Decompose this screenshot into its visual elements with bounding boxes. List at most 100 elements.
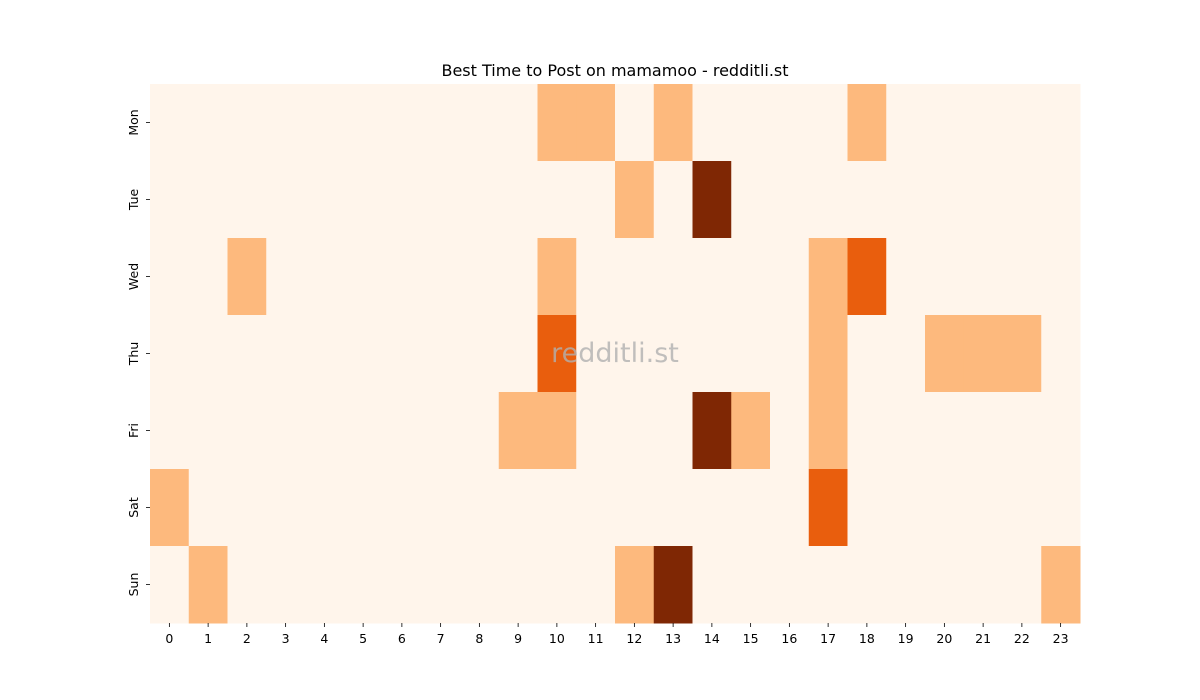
heatmap-cell-wed-17 <box>808 238 848 316</box>
heatmap-cell-sun-3 <box>266 546 306 624</box>
heatmap-cell-thu-2 <box>227 315 267 393</box>
heatmap-cell-tue-21 <box>963 161 1003 239</box>
heatmap-cell-sun-20 <box>925 546 965 624</box>
heatmap-cell-mon-6 <box>382 84 422 162</box>
heatmap-cell-mon-5 <box>343 84 383 162</box>
heatmap-cell-sat-14 <box>692 469 732 547</box>
x-tick-label: 7 <box>437 631 445 646</box>
heatmap-cell-wed-8 <box>460 238 500 316</box>
x-tick-label: 13 <box>665 631 681 646</box>
x-tick-label: 18 <box>859 631 875 646</box>
heatmap-cell-sun-15 <box>731 546 771 624</box>
heatmap-cell-sat-1 <box>188 469 228 547</box>
heatmap-cell-sun-12 <box>615 546 655 624</box>
x-tick-label: 6 <box>398 631 406 646</box>
heatmap-cell-wed-5 <box>343 238 383 316</box>
x-axis: 0 1 2 3 4 5 6 7 8 9 10 11 12 13 14 15 16 17 18 19 20 21 22 23 <box>165 623 1069 646</box>
x-tick-label: 22 <box>1014 631 1030 646</box>
heatmap-cell-tue-11 <box>576 161 616 239</box>
heatmap-cell-sun-5 <box>343 546 383 624</box>
heatmap-cell-sun-16 <box>770 546 810 624</box>
heatmap-cell-sat-6 <box>382 469 422 547</box>
heatmap-cell-sat-16 <box>770 469 810 547</box>
heatmap-cell-mon-1 <box>188 84 228 162</box>
x-tick-label: 5 <box>359 631 367 646</box>
heatmap-cell-sat-15 <box>731 469 771 547</box>
heatmap-cell-thu-0 <box>150 315 190 393</box>
heatmap-cell-wed-15 <box>731 238 771 316</box>
heatmap-cell-tue-17 <box>808 161 848 239</box>
heatmap-cell-sat-21 <box>963 469 1003 547</box>
heatmap-cell-sun-4 <box>305 546 345 624</box>
heatmap-cell-mon-13 <box>653 84 693 162</box>
y-tick-label: Thu <box>126 342 141 366</box>
heatmap-cell-sat-8 <box>460 469 500 547</box>
heatmap-cell-mon-0 <box>150 84 190 162</box>
heatmap-cell-tue-9 <box>498 161 538 239</box>
heatmap-cell-sun-7 <box>421 546 461 624</box>
heatmap-cell-fri-18 <box>847 392 887 470</box>
heatmap-cell-sat-11 <box>576 469 616 547</box>
heatmap-cell-thu-9 <box>498 315 538 393</box>
y-tick-label: Mon <box>126 109 141 135</box>
heatmap-cell-mon-9 <box>498 84 538 162</box>
y-tick-label: Tue <box>126 189 141 212</box>
heatmap-cell-fri-16 <box>770 392 810 470</box>
heatmap-cell-sat-13 <box>653 469 693 547</box>
heatmap-cell-sun-0 <box>150 546 190 624</box>
heatmap-cell-fri-23 <box>1041 392 1081 470</box>
heatmap-cell-thu-18 <box>847 315 887 393</box>
heatmap-cell-fri-6 <box>382 392 422 470</box>
heatmap-cell-wed-2 <box>227 238 267 316</box>
heatmap-cell-sun-9 <box>498 546 538 624</box>
x-tick-label: 8 <box>475 631 483 646</box>
y-tick-label: Fri <box>126 423 141 438</box>
heatmap-cell-fri-15 <box>731 392 771 470</box>
heatmap-cell-thu-14 <box>692 315 732 393</box>
heatmap-cell-sun-23 <box>1041 546 1081 624</box>
heatmap-cell-fri-19 <box>886 392 926 470</box>
heatmap-cell-wed-6 <box>382 238 422 316</box>
x-tick-label: 0 <box>165 631 173 646</box>
heatmap-cell-mon-21 <box>963 84 1003 162</box>
heatmap-cell-sun-2 <box>227 546 267 624</box>
heatmap-cell-tue-13 <box>653 161 693 239</box>
heatmap-cell-wed-7 <box>421 238 461 316</box>
heatmap-cell-tue-23 <box>1041 161 1081 239</box>
heatmap-cell-tue-6 <box>382 161 422 239</box>
heatmap-cell-mon-16 <box>770 84 810 162</box>
heatmap-cell-sat-12 <box>615 469 655 547</box>
heatmap-cell-thu-4 <box>305 315 345 393</box>
heatmap-cell-thu-17 <box>808 315 848 393</box>
heatmap-cell-sun-17 <box>808 546 848 624</box>
heatmap-cell-tue-0 <box>150 161 190 239</box>
heatmap-cell-fri-10 <box>537 392 577 470</box>
heatmap-cell-tue-7 <box>421 161 461 239</box>
heatmap-cell-fri-9 <box>498 392 538 470</box>
heatmap-cell-fri-21 <box>963 392 1003 470</box>
heatmap-cell-wed-12 <box>615 238 655 316</box>
heatmap-cell-fri-14 <box>692 392 732 470</box>
heatmap-cell-fri-20 <box>925 392 965 470</box>
x-tick-label: 10 <box>549 631 565 646</box>
heatmap-cell-fri-13 <box>653 392 693 470</box>
heatmap-cell-thu-20 <box>925 315 965 393</box>
heatmap-cell-mon-14 <box>692 84 732 162</box>
heatmap-cell-wed-23 <box>1041 238 1081 316</box>
x-tick-label: 23 <box>1053 631 1069 646</box>
chart-title: Best Time to Post on mamamoo - redditli.… <box>441 61 788 80</box>
x-tick-label: 14 <box>704 631 720 646</box>
x-tick-label: 3 <box>282 631 290 646</box>
heatmap-cell-wed-18 <box>847 238 887 316</box>
heatmap-cell-thu-16 <box>770 315 810 393</box>
heatmap-cell-sun-14 <box>692 546 732 624</box>
heatmap-cell-sat-5 <box>343 469 383 547</box>
heatmap-cell-wed-20 <box>925 238 965 316</box>
x-tick-label: 15 <box>743 631 759 646</box>
heatmap-cell-sun-10 <box>537 546 577 624</box>
heatmap-cell-mon-8 <box>460 84 500 162</box>
heatmap-cell-thu-10 <box>537 315 577 393</box>
heatmap-cell-mon-17 <box>808 84 848 162</box>
heatmap-cell-mon-12 <box>615 84 655 162</box>
